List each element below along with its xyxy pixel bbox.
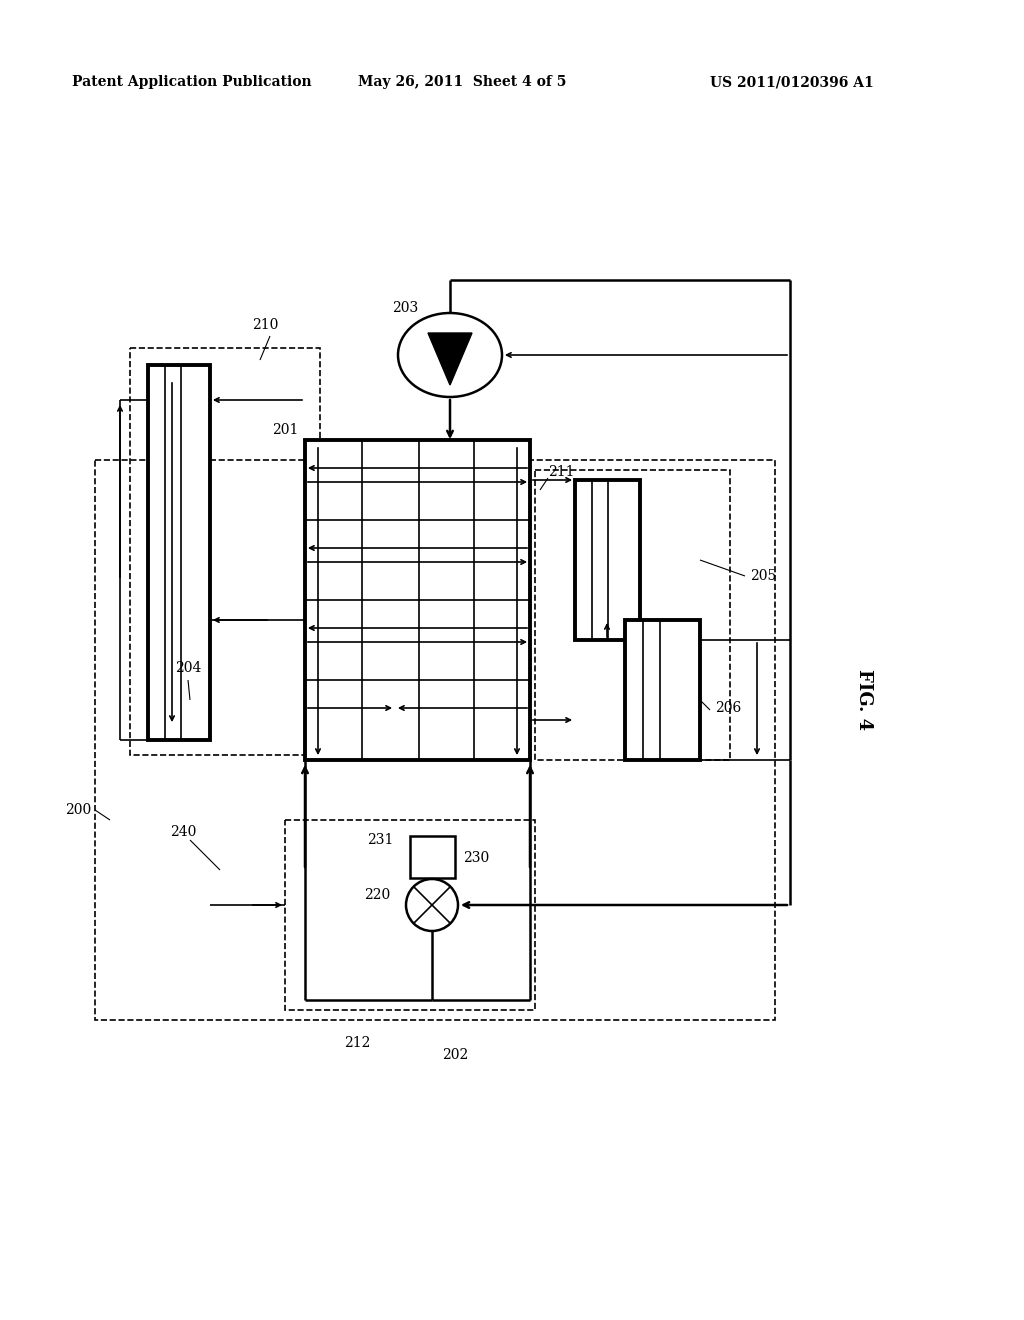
Text: FIG. 4: FIG. 4: [855, 669, 873, 730]
Text: 212: 212: [344, 1036, 371, 1049]
Text: 240: 240: [170, 825, 197, 840]
Text: 230: 230: [463, 851, 489, 865]
Text: 203: 203: [392, 301, 418, 315]
Text: 220: 220: [364, 888, 390, 902]
Bar: [625, 620, 700, 760]
Bar: [148, 366, 210, 741]
Polygon shape: [428, 333, 472, 385]
Text: 211: 211: [548, 465, 574, 479]
Bar: [535, 470, 730, 760]
Text: 202: 202: [442, 1048, 468, 1063]
Bar: [410, 836, 455, 878]
Text: Patent Application Publication: Patent Application Publication: [72, 75, 311, 88]
Text: 210: 210: [252, 318, 279, 333]
Bar: [130, 348, 319, 755]
Ellipse shape: [398, 313, 502, 397]
Text: 200: 200: [65, 803, 91, 817]
Text: US 2011/0120396 A1: US 2011/0120396 A1: [710, 75, 873, 88]
Bar: [305, 440, 530, 760]
Text: 201: 201: [271, 422, 298, 437]
Text: May 26, 2011  Sheet 4 of 5: May 26, 2011 Sheet 4 of 5: [358, 75, 566, 88]
Bar: [575, 480, 640, 640]
Text: 204: 204: [175, 661, 201, 675]
Text: 206: 206: [715, 701, 741, 715]
Bar: [95, 459, 775, 1020]
Text: 231: 231: [367, 833, 393, 847]
Text: 205: 205: [750, 569, 776, 583]
Bar: [285, 820, 535, 1010]
